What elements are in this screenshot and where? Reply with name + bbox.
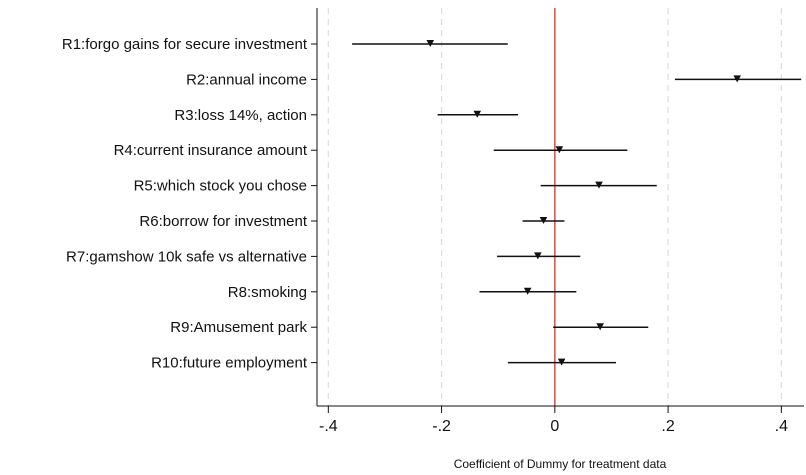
category-label-6: R6:borrow for investment (139, 213, 307, 230)
grid-lines (327, 8, 782, 406)
x-tick-label-0: -.4 (319, 418, 338, 435)
estimate-marker-r4 (555, 146, 564, 154)
estimate-marker-r1 (426, 40, 435, 47)
category-label-9: R9:Amusement park (170, 319, 307, 336)
category-label-3: R3:loss 14%, action (174, 107, 307, 124)
y-axis: R1:forgo gains for secure investment R2:a… (62, 8, 318, 406)
x-axis-title: Coefficient of Dummy for treatment data (454, 457, 667, 471)
x-axis: -.4 -.2 0 .2 .4 (317, 405, 804, 435)
estimate-marker-r3 (473, 110, 482, 118)
estimate-marker-r10 (557, 358, 566, 366)
coefficient-marks (352, 40, 802, 366)
category-label-2: R2:annual income (186, 71, 307, 88)
estimate-marker-r7 (534, 252, 542, 260)
category-label-5: R5:which stock you chose (134, 178, 307, 195)
x-tick-label-4: .4 (775, 418, 788, 435)
category-label-10: R10:future employment (151, 355, 308, 372)
x-tick-label-1: -.2 (432, 418, 451, 435)
category-label-8: R8:smoking (228, 284, 307, 301)
estimate-marker-r5 (595, 181, 603, 189)
category-label-4: R4:current insurance amount (114, 142, 308, 159)
x-tick-label-2: 0 (550, 418, 559, 435)
estimate-marker-r8 (523, 287, 532, 295)
x-tick-label-3: .2 (661, 418, 674, 435)
estimate-marker-r6 (539, 217, 548, 224)
estimate-marker-r9 (596, 323, 604, 331)
category-label-7: R7:gamshow 10k safe vs alternative (66, 248, 307, 265)
estimate-marker-r2 (733, 75, 741, 83)
category-label-1: R1:forgo gains for secure investment (62, 36, 308, 53)
